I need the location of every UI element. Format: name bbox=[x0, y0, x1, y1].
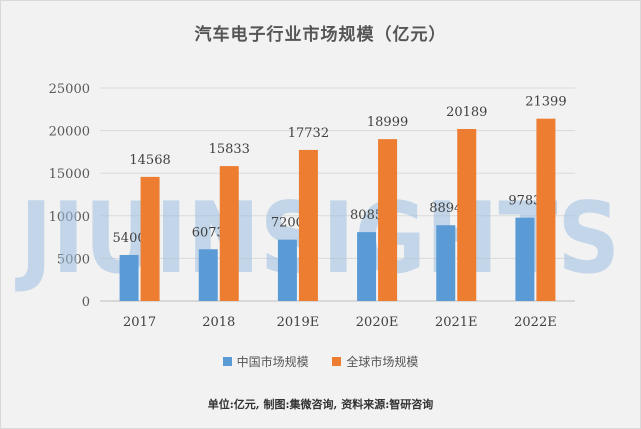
data-label: 9783 bbox=[508, 194, 541, 209]
data-label: 8894 bbox=[429, 201, 462, 216]
chart-legend: 中国市场规模 全球市场规模 bbox=[0, 353, 641, 370]
bar-global bbox=[536, 118, 556, 302]
bar-global bbox=[298, 149, 318, 301]
x-tick-label: 2022E bbox=[514, 315, 557, 330]
source-note: 单位:亿元, 制图:集微咨询, 资料来源:智研咨询 bbox=[207, 398, 434, 411]
x-tick-label: 2020E bbox=[356, 315, 399, 330]
bar-china bbox=[357, 232, 377, 301]
data-label: 6073 bbox=[192, 225, 225, 240]
bar-global bbox=[219, 166, 239, 301]
x-tick-label: 2018 bbox=[202, 315, 235, 330]
bar-china bbox=[198, 249, 218, 301]
chart-title: 汽车电子行业市场规模（亿元） bbox=[194, 25, 447, 45]
data-label: 5400 bbox=[113, 231, 146, 246]
y-tick-label: 10000 bbox=[49, 210, 90, 225]
bar-global bbox=[378, 139, 398, 301]
legend-item-china: 中国市场规模 bbox=[222, 353, 309, 370]
data-label: 18999 bbox=[367, 115, 408, 130]
y-tick-label: 0 bbox=[82, 295, 90, 310]
data-label: 20189 bbox=[446, 105, 487, 120]
legend-swatch-china bbox=[222, 357, 232, 366]
bar-china bbox=[119, 254, 139, 301]
x-tick-label: 2019E bbox=[277, 315, 320, 330]
data-label: 8085 bbox=[350, 208, 383, 223]
y-tick-label: 15000 bbox=[49, 167, 90, 182]
bar-china bbox=[515, 217, 535, 301]
data-label: 15833 bbox=[209, 142, 250, 157]
y-tick-label: 5000 bbox=[57, 252, 90, 267]
x-tick-label: 2021E bbox=[435, 315, 478, 330]
data-label: 17732 bbox=[288, 126, 329, 141]
data-label: 14568 bbox=[129, 153, 170, 168]
y-tick-label: 25000 bbox=[49, 82, 90, 97]
bar-global bbox=[140, 176, 160, 301]
data-label: 21399 bbox=[525, 95, 566, 110]
legend-swatch-global bbox=[332, 357, 342, 366]
data-label: 7200 bbox=[271, 216, 304, 231]
legend-item-global: 全球市场规模 bbox=[332, 353, 418, 370]
y-tick-label: 20000 bbox=[49, 125, 90, 140]
bar-global bbox=[457, 128, 477, 301]
x-tick-label: 2017 bbox=[123, 315, 156, 330]
legend-label-global: 全球市场规模 bbox=[346, 355, 419, 369]
legend-label-china: 中国市场规模 bbox=[236, 355, 309, 369]
bar-china bbox=[277, 239, 297, 301]
bar-china bbox=[436, 225, 456, 301]
